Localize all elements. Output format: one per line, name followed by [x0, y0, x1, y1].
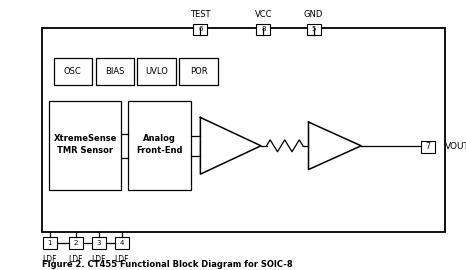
Text: GND: GND	[304, 10, 323, 19]
Text: 6: 6	[198, 26, 203, 32]
Text: TEST: TEST	[190, 10, 211, 19]
Text: BIAS: BIAS	[105, 67, 124, 76]
Text: LDF: LDF	[69, 255, 83, 264]
Text: POR: POR	[190, 67, 207, 76]
Text: 5: 5	[311, 26, 316, 32]
Text: LDF: LDF	[42, 255, 57, 264]
Bar	[54, 58, 92, 85]
Text: LDF: LDF	[91, 255, 106, 264]
Text: 2: 2	[74, 240, 78, 246]
Text: VCC: VCC	[254, 10, 272, 19]
Bar	[49, 101, 121, 190]
Bar	[421, 141, 435, 153]
Bar	[137, 58, 176, 85]
Text: Figure 2. CT455 Functional Block Diagram for SOIC-8: Figure 2. CT455 Functional Block Diagram…	[42, 260, 293, 269]
Text: OSC: OSC	[64, 67, 82, 76]
Bar	[193, 24, 207, 35]
Text: Analog: Analog	[143, 134, 176, 143]
Bar	[115, 237, 129, 249]
Text: VOUT: VOUT	[445, 142, 466, 151]
Bar	[307, 24, 321, 35]
Text: Front-End: Front-End	[137, 146, 183, 155]
Text: XtremeSense: XtremeSense	[54, 134, 116, 143]
Text: TMR Sensor: TMR Sensor	[57, 146, 113, 155]
Bar	[69, 237, 83, 249]
Text: 4: 4	[119, 240, 124, 246]
Bar	[256, 24, 270, 35]
Bar	[43, 237, 57, 249]
Bar	[128, 101, 191, 190]
Bar	[179, 58, 218, 85]
Text: 1: 1	[48, 240, 52, 246]
Text: 8: 8	[261, 26, 266, 32]
Text: 3: 3	[96, 240, 101, 246]
Text: 7: 7	[425, 142, 430, 151]
Bar	[96, 58, 134, 85]
Text: UVLO: UVLO	[145, 67, 168, 76]
Text: LDF: LDF	[114, 255, 129, 264]
Bar	[92, 237, 106, 249]
Bar	[42, 28, 445, 232]
